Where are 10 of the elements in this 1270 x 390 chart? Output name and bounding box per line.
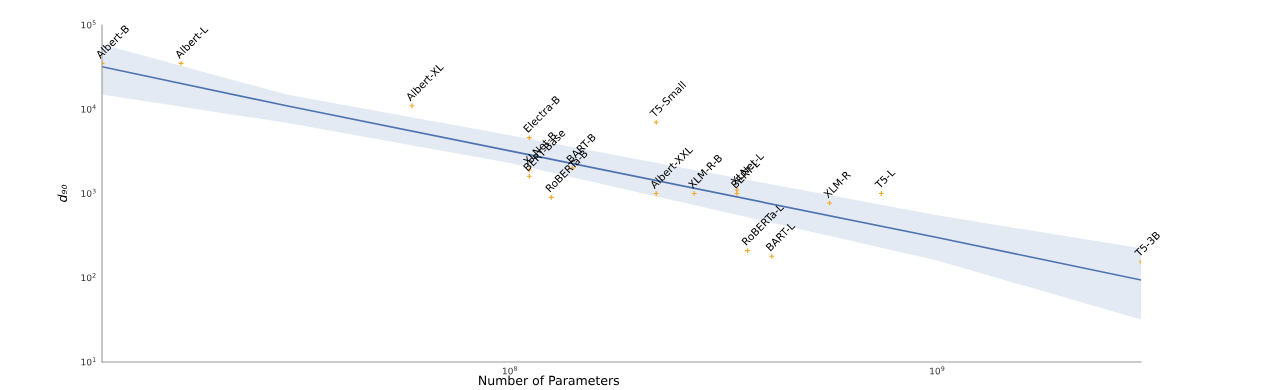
x-axis-title: Number of Parameters [479, 375, 620, 386]
x-tick-label: 10$^{9}$ [930, 366, 945, 375]
y-tick-label: 10$^{2}$ [81, 272, 96, 282]
y-tick-label: 10$^{3}$ [81, 188, 96, 197]
y-axis-title: d₉₀ [57, 184, 68, 202]
y-tick-label: 10$^{1}$ [81, 357, 96, 366]
y-tick-label: 10$^{5}$ [81, 20, 96, 29]
data-label: T5-L [874, 167, 896, 190]
x-tick-label: 10$^{8}$ [502, 366, 518, 375]
y-tick-label: 10$^{4}$ [81, 104, 96, 113]
